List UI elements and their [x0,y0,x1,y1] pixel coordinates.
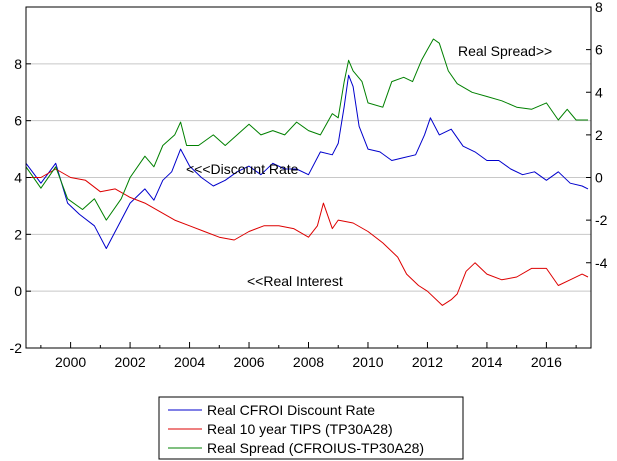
series-line-2 [25,38,588,221]
x-tick-label: 2014 [471,354,502,370]
right-y-tick-label: 8 [595,0,603,15]
x-tick-label: 2016 [531,354,562,370]
left-y-axis: -2 0 2 4 6 8 [10,56,31,356]
legend-label-discount-rate: Real CFROI Discount Rate [207,402,375,418]
series-line-1 [26,168,589,306]
annotation-discount-rate: <<<Discount Rate [186,161,299,177]
right-y-tick-label: 4 [595,84,603,100]
x-tick-label: 2006 [233,354,264,370]
left-y-tick-label: 0 [14,283,22,299]
right-y-tick-label: -4 [595,255,608,271]
right-y-tick-label: 0 [595,170,603,186]
x-axis: 2000 2002 2004 2006 2008 2010 2012 2014 2016 [40,342,577,370]
left-y-tick-label: 2 [14,226,22,242]
x-tick-label: 2008 [293,354,324,370]
right-y-tick-label: 6 [595,42,603,58]
legend-label-spread: Real Spread (CFROIUS-TP30A28) [207,440,424,456]
legend-label-tips: Real 10 year TIPS (TP30A28) [207,421,393,437]
right-y-tick-label: 2 [595,127,603,143]
annotation-real-spread: Real Spread>> [458,43,552,59]
right-y-axis: -4 -2 0 2 4 6 8 [586,0,608,271]
legend: Real CFROI Discount Rate Real 10 year TI… [158,396,464,460]
annotation-real-interest: <<Real Interest [247,273,343,289]
right-y-tick-label: -2 [595,212,608,228]
left-y-tick-label: 6 [14,113,22,129]
x-tick-label: 2000 [55,354,86,370]
x-tick-label: 2004 [174,354,205,370]
x-tick-label: 2010 [352,354,383,370]
series-line-0 [25,74,589,249]
left-y-tick-label: 8 [14,56,22,72]
series-lines [25,38,589,306]
left-y-tick-label: 4 [14,170,22,186]
left-y-tick-label: -2 [10,340,23,356]
x-tick-label: 2002 [115,354,146,370]
legend-box [158,396,464,460]
x-tick-label: 2012 [412,354,443,370]
gridlines [26,63,591,292]
